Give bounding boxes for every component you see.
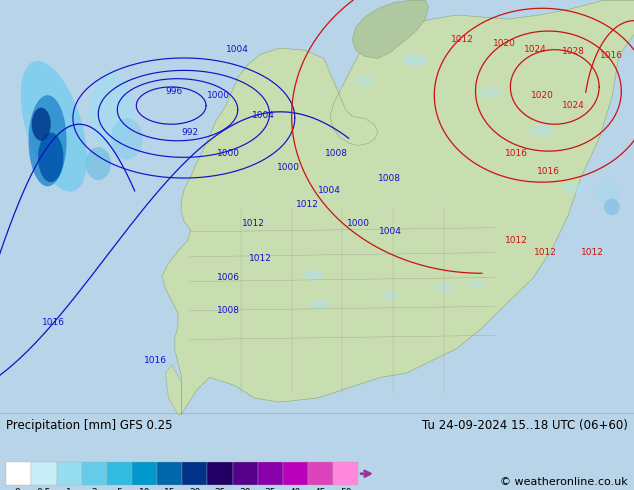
Ellipse shape (529, 124, 555, 137)
Bar (56, 462, 82, 486)
Text: 1024: 1024 (524, 45, 547, 54)
Ellipse shape (597, 182, 620, 203)
Text: 0.: 0. (15, 489, 23, 490)
Text: 1000: 1000 (217, 148, 240, 158)
Text: 1: 1 (67, 489, 72, 490)
Bar (32, 462, 56, 486)
Ellipse shape (111, 118, 143, 159)
Bar (257, 462, 283, 486)
Bar (233, 462, 257, 486)
Bar (283, 462, 308, 486)
Text: 1012: 1012 (242, 219, 265, 228)
Text: 30: 30 (240, 489, 251, 490)
Bar (107, 462, 132, 486)
Text: 1012: 1012 (534, 248, 557, 257)
Ellipse shape (32, 108, 51, 141)
Text: 1004: 1004 (378, 227, 401, 236)
Text: 35: 35 (264, 489, 276, 490)
Ellipse shape (38, 132, 63, 182)
Bar (308, 462, 333, 486)
Text: 1008: 1008 (217, 306, 240, 315)
Bar (333, 462, 358, 486)
Text: 1012: 1012 (296, 200, 319, 209)
Text: 40: 40 (290, 489, 301, 490)
Text: 1006: 1006 (217, 273, 240, 282)
Text: 0.5: 0.5 (37, 489, 51, 490)
Text: 1016: 1016 (505, 148, 528, 158)
Text: 1000: 1000 (277, 163, 300, 172)
Text: 1016: 1016 (600, 51, 623, 60)
Text: 50: 50 (340, 489, 351, 490)
Ellipse shape (563, 183, 585, 194)
Ellipse shape (434, 284, 453, 292)
Ellipse shape (311, 299, 330, 310)
Text: 1008: 1008 (378, 173, 401, 183)
Text: 1004: 1004 (318, 186, 341, 195)
Ellipse shape (604, 199, 619, 215)
Bar (183, 462, 207, 486)
Bar (207, 462, 233, 486)
Ellipse shape (481, 88, 503, 98)
Text: 1028: 1028 (562, 47, 585, 56)
Text: Precipitation [mm] GFS 0.25: Precipitation [mm] GFS 0.25 (6, 419, 173, 432)
Text: 1004: 1004 (226, 45, 249, 54)
Ellipse shape (304, 270, 323, 280)
Text: 996: 996 (165, 87, 183, 96)
Text: © weatheronline.co.uk: © weatheronline.co.uk (500, 477, 628, 487)
Text: 1020: 1020 (493, 39, 515, 48)
Text: 1000: 1000 (207, 91, 230, 100)
Text: Tu 24-09-2024 15..18 UTC (06+60): Tu 24-09-2024 15..18 UTC (06+60) (422, 419, 628, 432)
Bar (132, 462, 157, 486)
Text: 20: 20 (189, 489, 200, 490)
Text: 15: 15 (164, 489, 176, 490)
Text: 1008: 1008 (325, 148, 347, 158)
Text: 1016: 1016 (537, 167, 560, 176)
Text: 2: 2 (91, 489, 97, 490)
Text: 1012: 1012 (581, 248, 604, 257)
Text: 10: 10 (139, 489, 150, 490)
Text: 1012: 1012 (451, 35, 474, 44)
Text: 1016: 1016 (42, 318, 65, 327)
Text: 1024: 1024 (562, 101, 585, 110)
Ellipse shape (355, 75, 374, 86)
Text: 45: 45 (315, 489, 327, 490)
Text: 1012: 1012 (505, 236, 528, 245)
Text: 1004: 1004 (252, 111, 275, 121)
Text: 1012: 1012 (249, 254, 271, 263)
Ellipse shape (382, 292, 398, 300)
Text: 992: 992 (181, 128, 199, 137)
Text: 25: 25 (214, 489, 226, 490)
Ellipse shape (21, 61, 87, 192)
Text: 5: 5 (117, 489, 122, 490)
Text: 1020: 1020 (531, 91, 553, 100)
Ellipse shape (89, 74, 133, 149)
Bar (6, 462, 32, 486)
Ellipse shape (86, 147, 111, 180)
Bar (157, 462, 183, 486)
Bar (82, 462, 107, 486)
Text: 1000: 1000 (347, 219, 370, 228)
Text: 1016: 1016 (144, 356, 167, 365)
Ellipse shape (467, 279, 483, 288)
Ellipse shape (403, 54, 428, 66)
Ellipse shape (29, 95, 67, 186)
